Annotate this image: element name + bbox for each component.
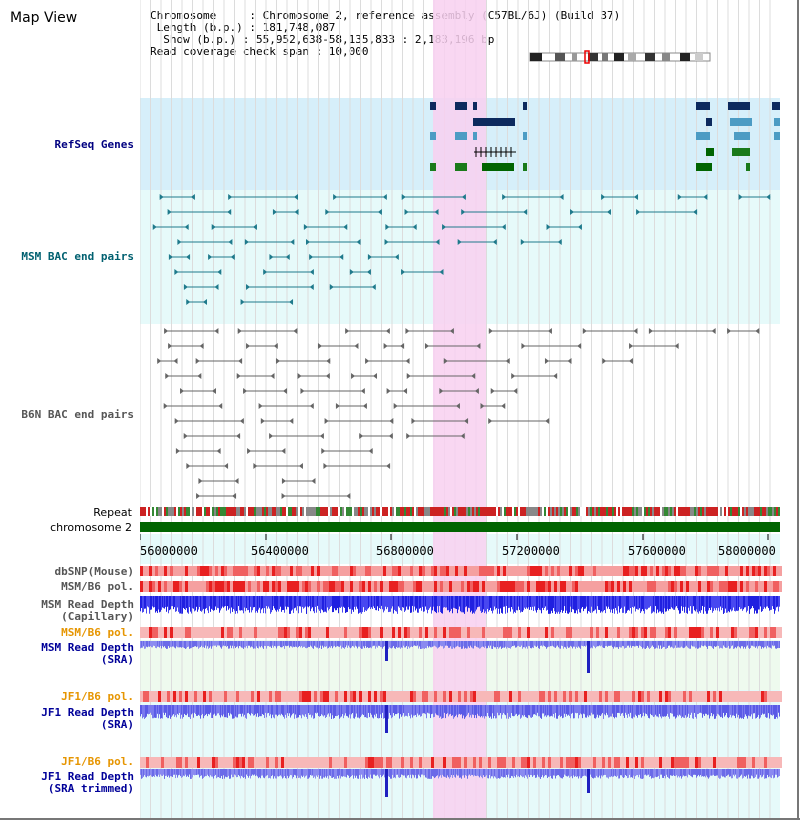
axis-tick-label: 57600000 xyxy=(628,544,686,558)
label-jf1-depth-sra-1: JF1 Read Depth xyxy=(41,706,134,719)
window-border-bottom xyxy=(0,818,800,820)
depth-tracks[interactable] xyxy=(140,596,780,797)
repeat-track[interactable] xyxy=(140,507,780,516)
refseq-genes[interactable] xyxy=(430,102,780,171)
label-b6n-bac: B6N BAC end pairs xyxy=(21,408,134,421)
label-jf1-depth-trimmed: JF1 Read Depth (SRA trimmed) xyxy=(41,771,134,795)
label-jf1-depth-sra: JF1 Read Depth (SRA) xyxy=(41,707,134,731)
label-dbsnp: dbSNP(Mouse) xyxy=(54,565,134,578)
label-msm-b6-pol-2: MSM/B6 pol. xyxy=(61,626,134,639)
axis-tick-label: 57200000 xyxy=(502,544,560,558)
chromosome-ideogram[interactable] xyxy=(529,50,711,64)
label-msm-depth-sra-1: MSM Read Depth xyxy=(41,641,134,654)
axis-tick-label: 56000000 xyxy=(140,544,198,558)
label-jf1-b6-pol-2: JF1/B6 pol. xyxy=(61,755,134,768)
ideogram-position-marker xyxy=(584,50,590,64)
window-border-right xyxy=(797,0,799,820)
label-chromosome: chromosome 2 xyxy=(50,521,132,534)
info-length: Length (b.p.) : 181,748,087 xyxy=(156,21,336,34)
msm-bac-end-pairs[interactable] xyxy=(152,194,771,305)
b6n-bac-end-pairs[interactable] xyxy=(157,328,760,499)
tracks-panel[interactable] xyxy=(140,0,785,820)
axis-tick-label: 56400000 xyxy=(251,544,309,558)
chromosome-bar[interactable] xyxy=(140,522,780,532)
label-msm-bac: MSM BAC end pairs xyxy=(21,250,134,263)
label-msm-depth-capillary-1: MSM Read Depth xyxy=(41,598,134,611)
label-msm-depth-sra-2: (SRA) xyxy=(100,653,134,666)
label-msm-depth-sra: MSM Read Depth (SRA) xyxy=(41,642,134,666)
label-refseq-genes: RefSeq Genes xyxy=(54,138,134,151)
label-jf1-depth-trimmed-2: (SRA trimmed) xyxy=(47,782,134,795)
label-jf1-depth-trimmed-1: JF1 Read Depth xyxy=(41,770,134,783)
label-msm-depth-capillary-2: (Capillary) xyxy=(61,610,134,623)
label-repeat: Repeat xyxy=(93,506,132,519)
page-title: Map View xyxy=(10,10,78,26)
label-msm-b6-pol-1: MSM/B6 pol. xyxy=(61,580,134,593)
axis-tick-label: 56800000 xyxy=(376,544,434,558)
label-msm-depth-capillary: MSM Read Depth (Capillary) xyxy=(41,599,134,623)
axis-ticks xyxy=(140,534,769,540)
chromosome-info: Chromosome : Chromosome 2, reference ass… xyxy=(150,10,620,58)
heatmap-tracks[interactable] xyxy=(140,566,782,768)
axis-tick-label: 58000000 xyxy=(718,544,776,558)
info-chromosome: Chromosome : Chromosome 2, reference ass… xyxy=(150,9,621,22)
label-jf1-depth-sra-2: (SRA) xyxy=(100,718,134,731)
label-jf1-b6-pol-1: JF1/B6 pol. xyxy=(61,690,134,703)
